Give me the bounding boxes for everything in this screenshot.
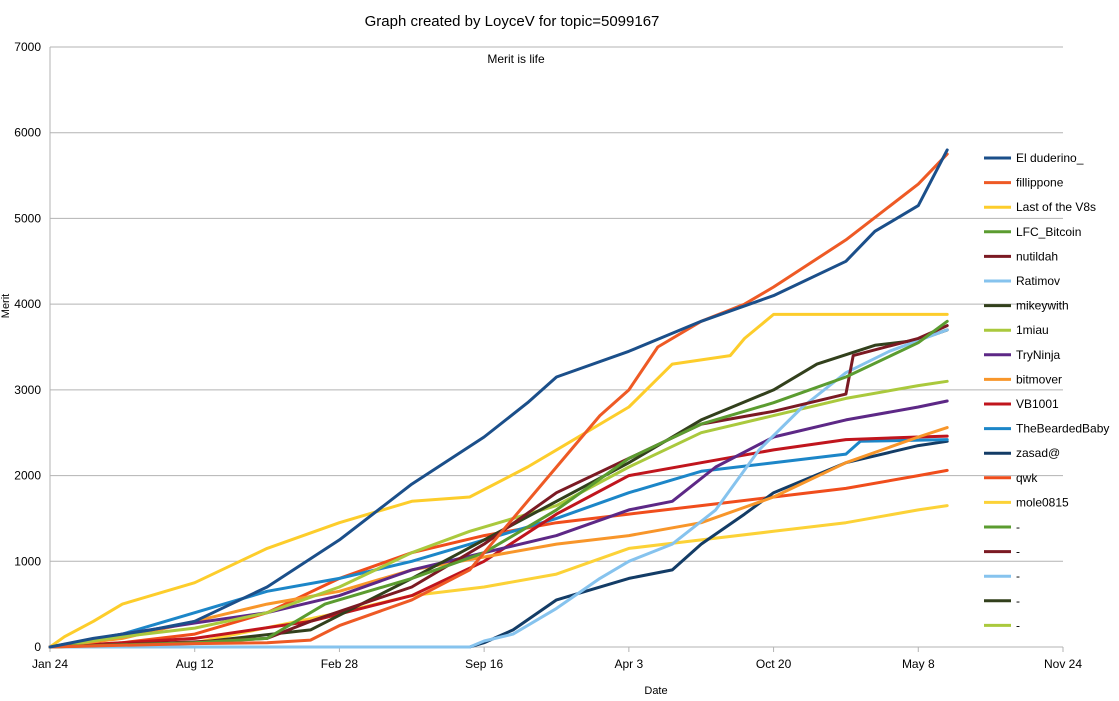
legend-label: LFC_Bitcoin [1016,225,1081,239]
series-line [48,468,949,649]
legend-label: 1miau [1016,323,1049,337]
series-line [48,152,949,649]
legend-label: - [1016,569,1020,583]
y-tick-label: 3000 [14,383,41,397]
legend-label: TheBeardedBaby [1016,422,1109,436]
legend-label: - [1016,545,1020,559]
x-tick-label: Sep 16 [465,657,503,671]
x-tick-label: Oct 20 [756,657,792,671]
y-tick-label: 7000 [14,40,41,54]
legend-label: qwk [1016,471,1038,485]
y-tick-label: 5000 [14,211,41,225]
legend-label: bitmover [1016,372,1062,386]
series-line [48,504,949,649]
legend-label: Last of the V8s [1016,200,1096,214]
x-tick-label: Aug 12 [176,657,214,671]
legend-label: mikeywith [1016,299,1069,313]
series-line [48,312,949,649]
y-axis-label: Merit [0,294,12,318]
x-tick-label: Apr 3 [615,657,644,671]
legend-label: - [1016,520,1020,534]
series-line [48,319,949,649]
x-tick-label: Nov 24 [1044,657,1082,671]
chart-title: Graph created by LoyceV for topic=509916… [365,13,660,30]
y-axis-ticks: 0 1000 2000 3000 4000 5000 6000 7000 [14,40,41,654]
series-line [48,328,949,649]
series-line [48,399,949,649]
series-line [48,328,949,649]
x-axis-label: Date [644,685,667,697]
y-tick-label: 0 [34,640,41,654]
legend-label: zasad@ [1016,446,1060,460]
y-tick-label: 4000 [14,297,41,311]
series-line [48,379,949,649]
y-tick-label: 2000 [14,469,41,483]
legend-label: VB1001 [1016,397,1059,411]
legend-label: - [1016,594,1020,608]
grid-lines [49,46,1064,652]
x-axis-ticks: Jan 24 Aug 12 Feb 28 Sep 16 Apr 3 Oct 20 May 8… [32,657,1082,671]
legend-label: fillippone [1016,176,1064,190]
x-tick-label: May 8 [902,657,935,671]
legend-label: Ratimov [1016,274,1060,288]
legend-label: El duderino_ [1016,151,1084,165]
legend-label: nutildah [1016,249,1058,263]
series-line [48,148,949,649]
legend: El duderino_ fillippone Last of the V8s LFC… [984,151,1109,632]
series-line [48,438,949,649]
x-tick-label: Feb 28 [321,657,359,671]
series-line [48,426,949,649]
legend-label: - [1016,618,1020,632]
legend-label: TryNinja [1016,348,1061,362]
x-tick-label: Jan 24 [32,657,68,671]
y-tick-label: 1000 [14,554,41,568]
chart-subtitle: Merit is life [487,52,545,66]
series-line [48,324,949,649]
plot-area [48,148,949,649]
legend-label: mole0815 [1016,495,1069,509]
y-tick-label: 6000 [14,126,41,140]
